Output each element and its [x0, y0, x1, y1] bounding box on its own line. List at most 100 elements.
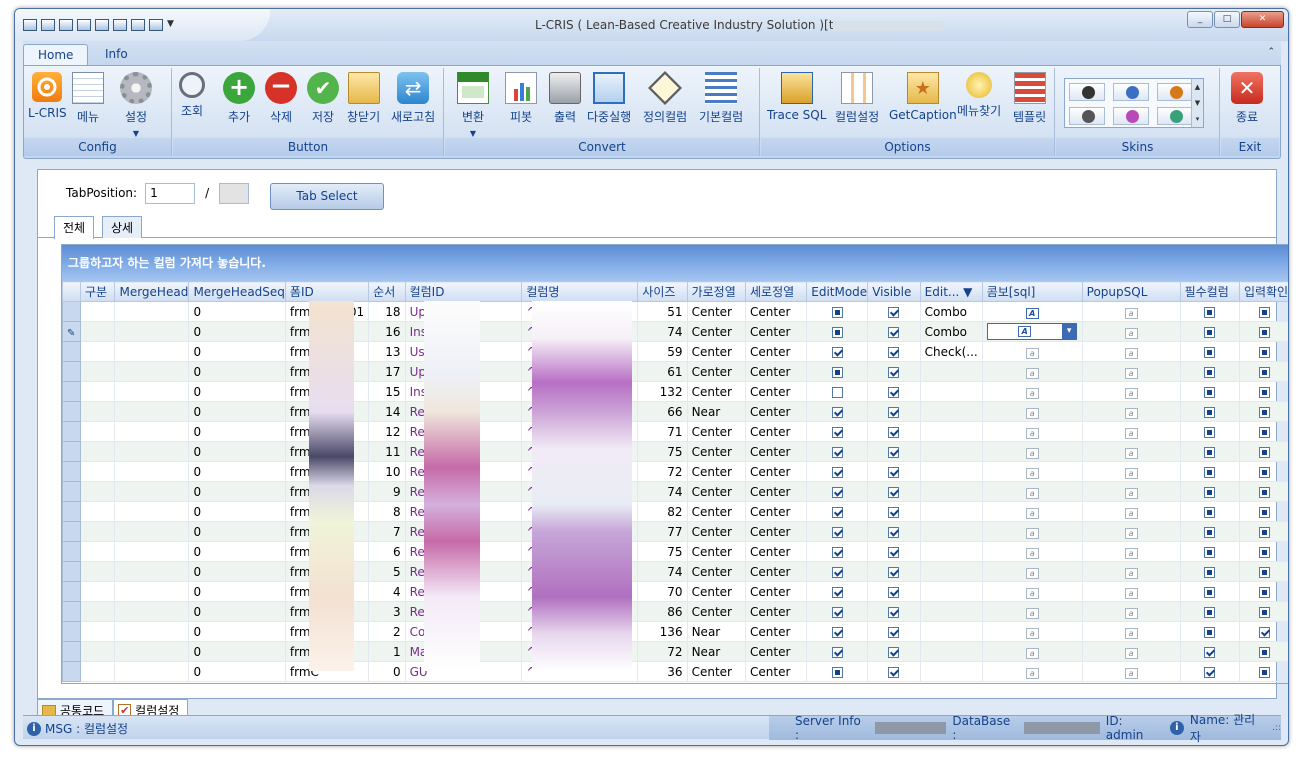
cell-type[interactable] [79, 541, 116, 562]
popup-sql-icon[interactable]: a [1124, 607, 1138, 619]
combo-sql-icon[interactable]: A [1025, 307, 1039, 319]
cell-popup-sql[interactable]: a [1081, 381, 1181, 402]
table-row[interactable]: 0 frmC 14 Ren ^ 66 Near Center a a [62, 401, 1288, 422]
input-confirm-checkbox[interactable] [1258, 346, 1270, 358]
cell-h-align[interactable]: Center [686, 661, 747, 682]
cell-visible[interactable] [867, 461, 921, 482]
input-confirm-checkbox[interactable] [1258, 546, 1270, 558]
cell-order[interactable]: 11 [368, 441, 406, 462]
popup-sql-icon[interactable]: a [1124, 467, 1138, 479]
column-header[interactable]: MergeHeadSeq [188, 281, 286, 302]
cell-edit-mode[interactable] [806, 381, 869, 402]
cell-order[interactable]: 4 [368, 581, 406, 602]
cell-editor[interactable] [919, 521, 983, 542]
skin-purple[interactable] [1113, 107, 1149, 125]
cell-combo-sql[interactable]: a [981, 601, 1083, 622]
cell-popup-sql[interactable]: a [1081, 581, 1181, 602]
row-indicator[interactable] [62, 621, 81, 642]
cell-merge-head-seq[interactable]: 0 [188, 601, 286, 622]
combo-sql-icon[interactable]: a [1025, 367, 1039, 379]
skin-black[interactable] [1069, 83, 1105, 101]
cell-popup-sql[interactable]: a [1081, 341, 1181, 362]
cell-order[interactable]: 13 [368, 341, 406, 362]
cell-combo-sql[interactable]: a [981, 581, 1083, 602]
required-checkbox[interactable] [1204, 606, 1216, 618]
cell-column-name[interactable]: ^ [521, 501, 639, 522]
table-row[interactable]: 0 frmC 5 Refl ^ 74 Center Center a a [62, 561, 1288, 582]
cell-editor[interactable] [919, 661, 983, 682]
cell-visible[interactable] [867, 621, 921, 642]
tab-info[interactable]: Info [105, 47, 128, 61]
cell-visible[interactable] [867, 641, 921, 662]
multi-run-button[interactable]: 다중실행 [587, 72, 631, 125]
cell-popup-sql[interactable]: a [1081, 521, 1181, 542]
table-row[interactable]: 0 frmC 13 Use ^ 59 Center Center Check(... a a [62, 341, 1288, 362]
row-indicator[interactable] [62, 501, 81, 522]
cell-combo-sql[interactable]: a [981, 341, 1083, 362]
cell-type[interactable] [79, 381, 116, 402]
cell-order[interactable]: 15 [368, 381, 406, 402]
row-indicator[interactable] [62, 641, 81, 662]
cell-type[interactable] [79, 361, 116, 382]
edit-mode-checkbox[interactable] [831, 446, 843, 458]
cell-merge-head-seq[interactable]: 0 [188, 501, 286, 522]
required-checkbox[interactable] [1204, 326, 1216, 338]
row-indicator[interactable] [62, 461, 81, 482]
cell-column-name[interactable]: ^ [521, 321, 639, 342]
column-header[interactable]: 입력확인 [1238, 281, 1288, 302]
cell-editor[interactable] [919, 621, 983, 642]
row-indicator[interactable] [62, 601, 81, 622]
cell-form-id[interactable]: frmC [284, 341, 370, 362]
qat-icon-7[interactable] [131, 19, 145, 31]
visible-checkbox[interactable] [888, 446, 900, 458]
edit-mode-checkbox[interactable] [831, 326, 843, 338]
cell-merge-head-seq[interactable]: 0 [188, 641, 286, 662]
cell-column-id[interactable]: UpdateID [404, 301, 523, 322]
column-header[interactable]: 가로정열 [686, 281, 747, 302]
tab-all[interactable]: 전체 [54, 216, 95, 239]
cell-order[interactable]: 16 [368, 321, 406, 342]
cell-editor[interactable] [919, 421, 983, 442]
cell-required[interactable] [1179, 541, 1240, 562]
cell-input-confirm[interactable] [1238, 441, 1288, 462]
input-confirm-checkbox[interactable] [1258, 386, 1270, 398]
cell-type[interactable] [79, 561, 116, 582]
cell-h-align[interactable]: Center [686, 321, 747, 342]
popup-sql-icon[interactable]: a [1124, 647, 1138, 659]
table-row[interactable]: 0 frmC 10 Refl ^ 72 Center Center a a [62, 461, 1288, 482]
qat-icon-5[interactable] [95, 19, 109, 31]
skin-orange[interactable] [1157, 83, 1193, 101]
cell-size[interactable]: 71 [637, 421, 688, 442]
cell-combo-sql[interactable]: a [981, 541, 1083, 562]
cell-required[interactable] [1179, 441, 1240, 462]
settings-button[interactable]: 설정 ▼ [120, 72, 152, 139]
cell-order[interactable]: 14 [368, 401, 406, 422]
visible-checkbox[interactable] [888, 546, 900, 558]
cell-visible[interactable] [867, 601, 921, 622]
cell-column-name[interactable]: ^ [521, 481, 639, 502]
cell-required[interactable] [1179, 421, 1240, 442]
cell-size[interactable]: 66 [637, 401, 688, 422]
cell-input-confirm[interactable] [1238, 581, 1288, 602]
cell-merge-head[interactable] [114, 541, 190, 562]
cell-required[interactable] [1179, 581, 1240, 602]
cell-v-align[interactable]: Center [744, 541, 808, 562]
cell-visible[interactable] [867, 381, 921, 402]
cell-input-confirm[interactable] [1238, 561, 1288, 582]
input-confirm-checkbox[interactable] [1258, 306, 1270, 318]
table-row[interactable]: ✎ 0 frmC 16 Inse ^ 74 Center Center Combo A ▾ a [62, 321, 1288, 342]
edit-mode-checkbox[interactable] [831, 606, 843, 618]
cell-merge-head[interactable] [114, 321, 190, 342]
required-checkbox[interactable] [1204, 546, 1216, 558]
row-indicator[interactable] [62, 661, 81, 682]
column-header[interactable]: PopupSQL [1081, 281, 1181, 302]
combo-sql-icon[interactable]: a [1025, 427, 1039, 439]
cell-popup-sql[interactable]: a [1081, 461, 1181, 482]
delete-button[interactable]: − 삭제 [265, 72, 297, 125]
tab-detail[interactable]: 상세 [102, 216, 143, 238]
cell-h-align[interactable]: Near [686, 621, 747, 642]
cell-size[interactable]: 86 [637, 601, 688, 622]
required-checkbox[interactable] [1204, 666, 1216, 678]
cell-combo-sql[interactable]: a [981, 361, 1083, 382]
combo-sql-icon[interactable]: a [1025, 547, 1039, 559]
